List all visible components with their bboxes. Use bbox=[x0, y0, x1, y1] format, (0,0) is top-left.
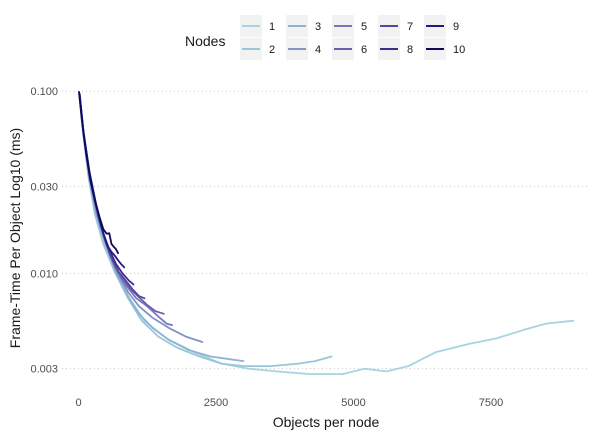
legend-item-2: 2 bbox=[240, 38, 275, 60]
legend-label: 2 bbox=[269, 44, 275, 56]
y-axis-ticks: 0.003 0.010 0.030 0.100 bbox=[30, 86, 58, 376]
series-line-10 bbox=[78, 91, 119, 255]
legend-label: 8 bbox=[407, 44, 413, 56]
x-tick-label: 7500 bbox=[479, 397, 503, 409]
legend-label: 1 bbox=[269, 21, 275, 33]
y-tick-label: 0.030 bbox=[30, 181, 58, 193]
series-line-8 bbox=[78, 93, 135, 286]
legend-label: 10 bbox=[453, 44, 465, 56]
x-tick-label: 0 bbox=[75, 397, 81, 409]
legend: Nodes 1 2 3 4 5 6 7 8 9 10 bbox=[185, 15, 465, 60]
series-line-3 bbox=[78, 95, 245, 362]
legend-item-7: 7 bbox=[378, 15, 413, 37]
y-tick-label: 0.003 bbox=[30, 364, 58, 376]
legend-label: 4 bbox=[315, 44, 321, 56]
legend-item-9: 9 bbox=[424, 15, 459, 37]
legend-label: 9 bbox=[453, 21, 459, 33]
series-line-4 bbox=[78, 95, 204, 343]
legend-item-4: 4 bbox=[286, 38, 321, 60]
legend-label: 6 bbox=[361, 44, 367, 56]
x-tick-label: 5000 bbox=[341, 397, 365, 409]
legend-items: 1 2 3 4 5 6 7 8 9 10 bbox=[240, 15, 465, 60]
y-axis-title: Frame-Time Per Object Log10 (ms) bbox=[7, 128, 23, 348]
y-tick-label: 0.100 bbox=[30, 86, 58, 98]
series-lines bbox=[78, 91, 575, 375]
gridlines bbox=[62, 90, 590, 370]
legend-item-1: 1 bbox=[240, 15, 275, 37]
x-axis-ticks: 0 2500 5000 7500 bbox=[75, 397, 503, 409]
x-tick-label: 2500 bbox=[204, 397, 228, 409]
y-tick-label: 0.010 bbox=[30, 268, 58, 280]
legend-title: Nodes bbox=[185, 33, 225, 49]
legend-item-3: 3 bbox=[286, 15, 321, 37]
legend-label: 3 bbox=[315, 21, 321, 33]
legend-item-8: 8 bbox=[378, 38, 413, 60]
legend-label: 5 bbox=[361, 21, 367, 33]
legend-label: 7 bbox=[407, 21, 413, 33]
legend-item-6: 6 bbox=[332, 38, 367, 60]
legend-item-10: 10 bbox=[424, 38, 465, 60]
legend-item-5: 5 bbox=[332, 15, 367, 37]
series-line-2 bbox=[78, 95, 333, 367]
x-axis-title: Objects per node bbox=[273, 414, 380, 430]
